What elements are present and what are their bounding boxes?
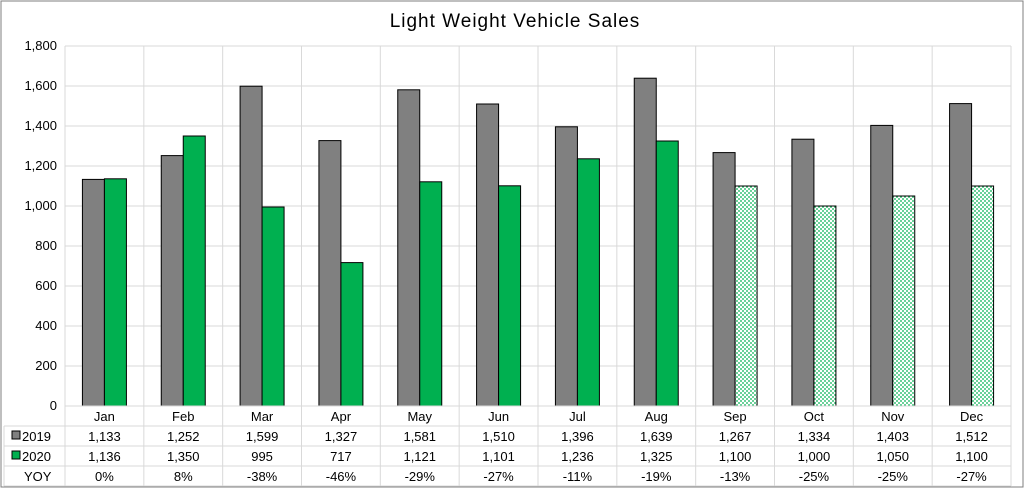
x-tick-label: Jun [488,409,509,424]
bar-2020-jun [498,185,522,407]
data-label: 1,599 [246,429,279,444]
bar-2020-jul [576,158,600,407]
data-label: -38% [247,469,278,484]
data-label: 1,512 [955,429,988,444]
bar-2020-sep [734,185,758,407]
bar-2019-jun [476,103,500,407]
bar-2019-jan [81,178,105,407]
data-label: 1,327 [325,429,358,444]
data-label: -27% [483,469,514,484]
legend-label: 2020 [22,449,51,464]
y-tick-label: 1,200 [24,158,57,173]
data-label: 1,100 [955,449,988,464]
x-tick-label: Mar [251,409,274,424]
data-label: -13% [720,469,751,484]
bar-2019-may [397,89,421,407]
y-tick-label: 1,400 [24,118,57,133]
y-tick-label: 600 [35,278,57,293]
data-label: 8% [174,469,193,484]
data-label: 1,100 [719,449,752,464]
y-tick-label: 200 [35,358,57,373]
data-label: 1,396 [561,429,594,444]
data-label: 1,510 [482,429,515,444]
y-tick-label: 1,800 [24,38,57,53]
bar-2020-dec [971,185,995,407]
data-label: 995 [251,449,273,464]
row-label-yoy: YOY [24,469,52,484]
data-label: 1,252 [167,429,200,444]
x-tick-label: Nov [881,409,905,424]
x-tick-label: Feb [172,409,194,424]
bar-2019-feb [160,155,184,407]
bar-2020-mar [261,206,285,407]
data-label: 1,121 [403,449,436,464]
chart-title: Light Weight Vehicle Sales [390,11,641,32]
data-label: 1,101 [482,449,515,464]
data-label: 1,267 [719,429,752,444]
bar-2019-oct [791,138,815,407]
data-label: 1,403 [876,429,909,444]
data-label: 1,334 [798,429,831,444]
data-label: 717 [330,449,352,464]
data-label: 1,000 [798,449,831,464]
bar-2020-may [419,181,443,407]
data-label: 1,350 [167,449,200,464]
data-label: 1,325 [640,449,673,464]
bar-2019-mar [239,85,263,407]
data-label: -27% [956,469,987,484]
y-tick-label: 1,600 [24,78,57,93]
data-label: 1,581 [403,429,436,444]
bar-2019-nov [870,124,894,407]
x-tick-label: May [407,409,432,424]
bar-2020-aug [655,140,679,407]
data-label: 1,133 [88,429,121,444]
y-tick-label: 0 [50,398,57,413]
data-label: -46% [326,469,357,484]
x-tick-label: Apr [331,409,352,424]
x-tick-label: Jul [569,409,586,424]
bar-2020-nov [892,195,916,407]
bar-2019-jul [554,126,578,407]
x-tick-label: Sep [724,409,747,424]
y-tick-label: 1,000 [24,198,57,213]
data-label: 1,136 [88,449,121,464]
y-tick-label: 800 [35,238,57,253]
x-tick-label: Dec [960,409,984,424]
bar-2020-feb [182,135,206,407]
bar-2019-dec [949,103,973,407]
bar-2020-oct [813,205,837,407]
data-label: -25% [799,469,830,484]
bar-2019-apr [318,140,342,407]
data-label: -25% [878,469,909,484]
x-tick-label: Aug [645,409,668,424]
y-tick-label: 400 [35,318,57,333]
data-label: 1,050 [876,449,909,464]
data-label: 0% [95,469,114,484]
data-label: -11% [563,469,593,484]
data-label: 1,236 [561,449,594,464]
bar-2019-sep [712,152,736,407]
data-label: -29% [405,469,436,484]
bar-2019-aug [633,77,657,407]
bar-2020-apr [340,262,364,407]
data-label: 1,639 [640,429,673,444]
x-tick-label: Oct [804,409,825,424]
data-label: -19% [641,469,672,484]
bar-2020-jan [103,178,127,407]
legend-key-2020 [11,450,21,460]
legend-key-2019 [11,430,21,440]
x-tick-label: Jan [94,409,115,424]
legend-label: 2019 [22,429,51,444]
